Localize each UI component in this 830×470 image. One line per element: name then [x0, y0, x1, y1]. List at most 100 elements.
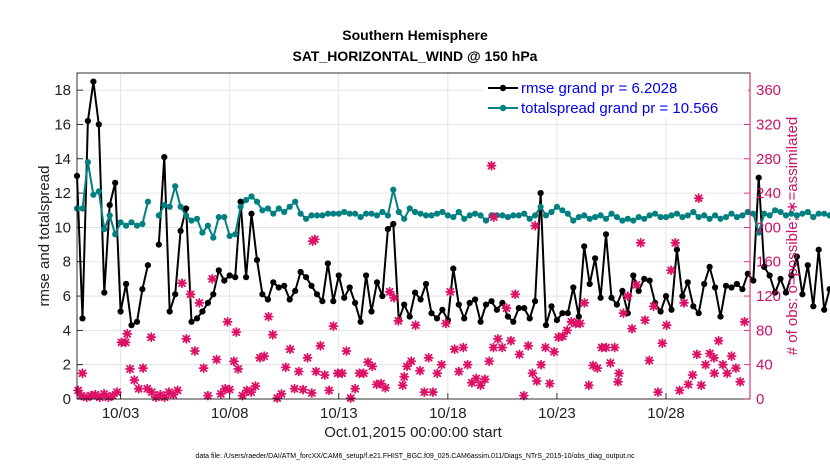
totalspread-point [259, 207, 266, 214]
totalspread-point [652, 210, 659, 217]
rmse-point [777, 275, 784, 282]
obs-assimilated-point-ray [390, 293, 398, 302]
obs-assimilated-point-ray [178, 279, 186, 288]
rmse-point [504, 313, 511, 320]
obs-assimilated-point-ray [515, 350, 524, 359]
totalspread-point [390, 186, 397, 193]
totalspread-point [804, 208, 811, 216]
y-tick-label: 4 [63, 322, 71, 339]
rmse-point [739, 286, 746, 293]
obs-assimilated-point [492, 333, 503, 344]
obs-assimilated-point [129, 375, 140, 386]
obs-assimilated-point-ray [541, 343, 550, 352]
obs-assimilated-point [263, 311, 274, 322]
rmse-point [581, 243, 588, 250]
totalspread-point [243, 196, 250, 204]
rmse-point [368, 308, 375, 315]
obs-assimilated-point-ray [121, 338, 130, 347]
totalspread-point [722, 214, 730, 221]
obs-assimilated-point [575, 318, 585, 329]
obs-assimilated-point-ray [502, 304, 511, 313]
obs-assimilated-point [709, 368, 720, 379]
obs-possible-point [693, 193, 704, 204]
obs-assimilated-point [280, 362, 291, 373]
obs-assimilated-point-ray [247, 388, 256, 397]
totalspread-point [395, 208, 402, 216]
obs-assimilated-point-ray [143, 384, 152, 393]
totalspread-point [95, 188, 102, 195]
obs-assimilated-point [428, 387, 438, 398]
totalspread-point [461, 215, 468, 222]
rmse-point [428, 310, 435, 317]
totalspread-point [515, 212, 522, 219]
obs-assimilated-point [514, 349, 525, 360]
obs-assimilated-point [488, 342, 499, 353]
obs-assimilated-point-ray [511, 290, 520, 299]
rmse-point [248, 210, 255, 217]
totalspread-point [477, 212, 484, 219]
obs-assimilated-point-ray [173, 386, 182, 395]
rmse-point [106, 202, 113, 209]
obs-assimilated-point [592, 363, 603, 374]
obs-possible-point [146, 332, 157, 343]
x-axis-label: Oct.01,2015 00:00:00 start [324, 424, 502, 441]
y2-axis-label: # of obs: o=possible; ∗=assimilated [784, 117, 801, 356]
obs-possible-point [486, 160, 497, 171]
rmse-point [521, 305, 528, 312]
obs-assimilated-point [462, 359, 473, 370]
totalspread-point [733, 214, 741, 221]
y-axis-label: rmse and totalspread [36, 166, 53, 307]
totalspread-point [581, 212, 588, 219]
totalspread-point [810, 214, 817, 221]
obs-assimilated-point [185, 289, 196, 300]
obs-assimilated-point [380, 382, 391, 393]
obs-assimilated-point-ray [519, 391, 528, 400]
obs-assimilated-point-ray [693, 350, 701, 359]
chart-title: Southern Hemisphere [342, 27, 488, 43]
obs-assimilated-point [713, 335, 724, 346]
obs-assimilated-point-ray [593, 364, 602, 373]
rmse-point [215, 267, 222, 274]
totalspread-point [728, 210, 735, 217]
rmse-point [657, 308, 664, 315]
obs-assimilated-point [415, 365, 425, 376]
obs-possible-point [709, 352, 719, 363]
rmse-point [510, 318, 517, 325]
obs-assimilated-point [285, 344, 296, 355]
rmse-point [123, 280, 130, 288]
y2-tick-label: 40 [756, 357, 773, 374]
obs-assimilated-point-ray [316, 341, 325, 350]
rmse-point [532, 298, 539, 305]
rmse-point [821, 306, 828, 313]
obs-assimilated-point [726, 351, 737, 362]
totalspread-point [166, 203, 173, 210]
obs-assimilated-point [410, 320, 421, 331]
totalspread-point [384, 212, 391, 219]
totalspread-point [553, 203, 561, 210]
x-tick-label: 10/18 [429, 405, 467, 422]
obs-assimilated-point-ray [550, 347, 558, 356]
totalspread-point [237, 203, 244, 210]
totalspread-point [526, 215, 533, 222]
obs-assimilated-point-ray [186, 290, 195, 299]
rmse-point [602, 231, 610, 238]
y2-tick-label: 360 [756, 82, 781, 99]
obs-assimilated-point-ray [208, 274, 217, 283]
totalspread-point [253, 198, 261, 205]
totalspread-point [586, 215, 593, 222]
obs-assimilated-point [449, 344, 460, 355]
obs-assimilated-point [233, 364, 244, 374]
rmse-point [319, 298, 326, 305]
obs-assimilated-point [389, 292, 399, 303]
totalspread-point [193, 215, 201, 222]
totalspread-point [744, 208, 751, 216]
obs-assimilated-point [557, 331, 568, 342]
totalspread-point [204, 222, 211, 229]
obs-assimilated-point-ray [281, 363, 290, 372]
obs-assimilated-point-ray [732, 364, 740, 373]
obs-assimilated-point [319, 370, 330, 380]
obs-assimilated-point-ray [714, 336, 723, 345]
rmse-point [690, 303, 697, 310]
obs-assimilated-point [735, 376, 746, 387]
